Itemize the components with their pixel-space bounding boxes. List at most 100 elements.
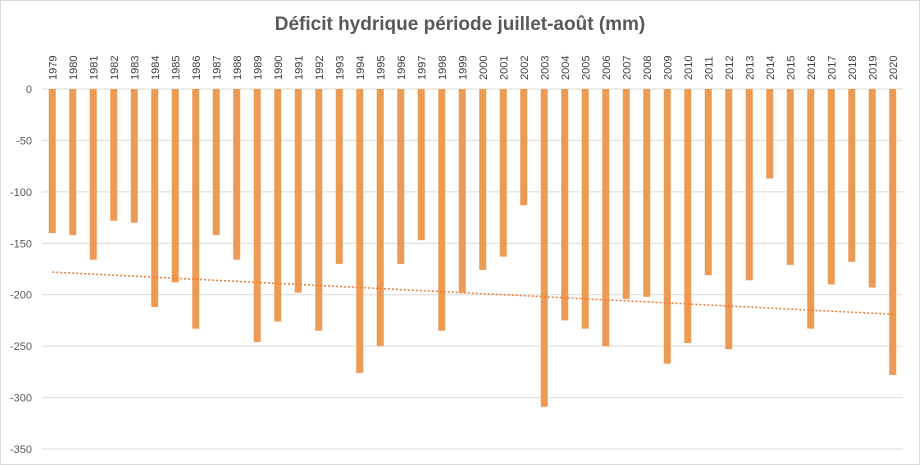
bar: [192, 89, 200, 329]
bar: [458, 89, 466, 293]
x-tick-label: 1984: [150, 56, 162, 80]
bar: [89, 89, 97, 260]
bars: [48, 89, 897, 407]
bar: [602, 89, 610, 347]
bar: [48, 89, 56, 233]
x-tick-label: 1988: [232, 56, 244, 80]
x-tick-label: 2015: [785, 56, 797, 80]
x-tick-label: 2008: [642, 56, 654, 80]
x-tick-label: 2017: [826, 56, 838, 80]
bar: [663, 89, 671, 364]
y-tick-label: -50: [16, 135, 32, 147]
bar: [889, 89, 897, 375]
x-tick-label: 2019: [867, 56, 879, 80]
x-tick-label: 2001: [498, 56, 510, 80]
x-tick-label: 1995: [375, 56, 387, 80]
x-tick-label: 2011: [703, 56, 715, 80]
bar: [643, 89, 651, 297]
bar: [212, 89, 220, 236]
bar: [356, 89, 364, 373]
trend-line: [52, 271, 893, 316]
bar: [69, 89, 77, 236]
x-tick-label: 2003: [539, 56, 551, 80]
bar: [130, 89, 138, 223]
x-tick-label: 2014: [765, 56, 777, 80]
x-tick-label: 1981: [88, 56, 100, 80]
y-axis-ticks: 0 -50 -100 -150 -200 -250 -300 -350: [10, 84, 32, 456]
x-tick-label: 1989: [252, 56, 264, 80]
bar: [766, 89, 774, 179]
bar: [786, 89, 794, 265]
bar: [233, 89, 241, 260]
bar: [520, 89, 528, 206]
y-tick-label: 0: [26, 84, 32, 96]
x-tick-label: 2000: [478, 56, 490, 80]
bar: [622, 89, 630, 299]
x-tick-label: 2020: [888, 56, 900, 80]
x-tick-label: 1992: [314, 56, 326, 80]
bar: [827, 89, 835, 285]
x-tick-label: 2010: [683, 56, 695, 80]
y-tick-label: -150: [10, 238, 32, 250]
bar: [807, 89, 815, 329]
bar: [151, 89, 159, 308]
x-tick-label: 2006: [601, 56, 613, 80]
x-tick-label: 2002: [519, 56, 531, 80]
x-tick-label: 2004: [560, 56, 572, 80]
x-tick-label: 2013: [744, 56, 756, 80]
x-tick-label: 1979: [47, 56, 59, 80]
x-tick-label: 1986: [191, 56, 203, 80]
bar: [110, 89, 118, 221]
bar: [725, 89, 733, 350]
bar: [274, 89, 282, 322]
bar: [684, 89, 692, 344]
y-tick-label: -300: [10, 393, 32, 405]
x-tick-label: 1985: [170, 56, 182, 80]
x-tick-label: 1987: [211, 56, 223, 80]
x-tick-label: 1994: [355, 56, 367, 80]
x-tick-label: 1997: [416, 56, 428, 80]
x-tick-label: 1996: [396, 56, 408, 80]
y-tick-label: -200: [10, 290, 32, 302]
x-tick-label: 1983: [129, 56, 141, 80]
trendline: [52, 271, 893, 316]
x-tick-label: 2012: [724, 56, 736, 80]
gridlines: [42, 88, 903, 450]
x-tick-label: 1993: [334, 56, 346, 80]
x-tick-label: 1980: [68, 56, 80, 80]
bar: [417, 89, 425, 241]
bar: [540, 89, 548, 407]
x-axis-ticks: 1979 1980 1981 1982 1983 1984 1985 1986 1987 1988…: [47, 56, 900, 80]
bar: [171, 89, 179, 283]
bar: [868, 89, 876, 288]
bar: [561, 89, 569, 321]
y-tick-label: -250: [10, 341, 32, 353]
bar: [704, 89, 712, 276]
x-tick-label: 1990: [273, 56, 285, 80]
bar: [745, 89, 753, 281]
y-tick-label: -100: [10, 187, 32, 199]
bar: [848, 89, 856, 262]
bar: [376, 89, 384, 347]
y-tick-label: -350: [10, 444, 32, 456]
bar: [499, 89, 507, 257]
x-tick-label: 1982: [109, 56, 121, 80]
bar: [253, 89, 261, 343]
x-tick-label: 2018: [847, 56, 859, 80]
x-tick-label: 1998: [437, 56, 449, 80]
x-tick-label: 1999: [457, 56, 469, 80]
x-tick-label: 2009: [662, 56, 674, 80]
bar: [335, 89, 343, 264]
x-tick-label: 2005: [580, 56, 592, 80]
bar: [438, 89, 446, 331]
bar: [294, 89, 302, 293]
bar: [479, 89, 487, 271]
x-tick-label: 2016: [806, 56, 818, 80]
chart-title: Déficit hydrique période juillet-août (m…: [274, 14, 646, 35]
bar: [397, 89, 405, 264]
x-tick-label: 2007: [621, 56, 633, 80]
x-tick-label: 1991: [293, 56, 305, 80]
bar: [315, 89, 323, 331]
bar: [581, 89, 589, 329]
